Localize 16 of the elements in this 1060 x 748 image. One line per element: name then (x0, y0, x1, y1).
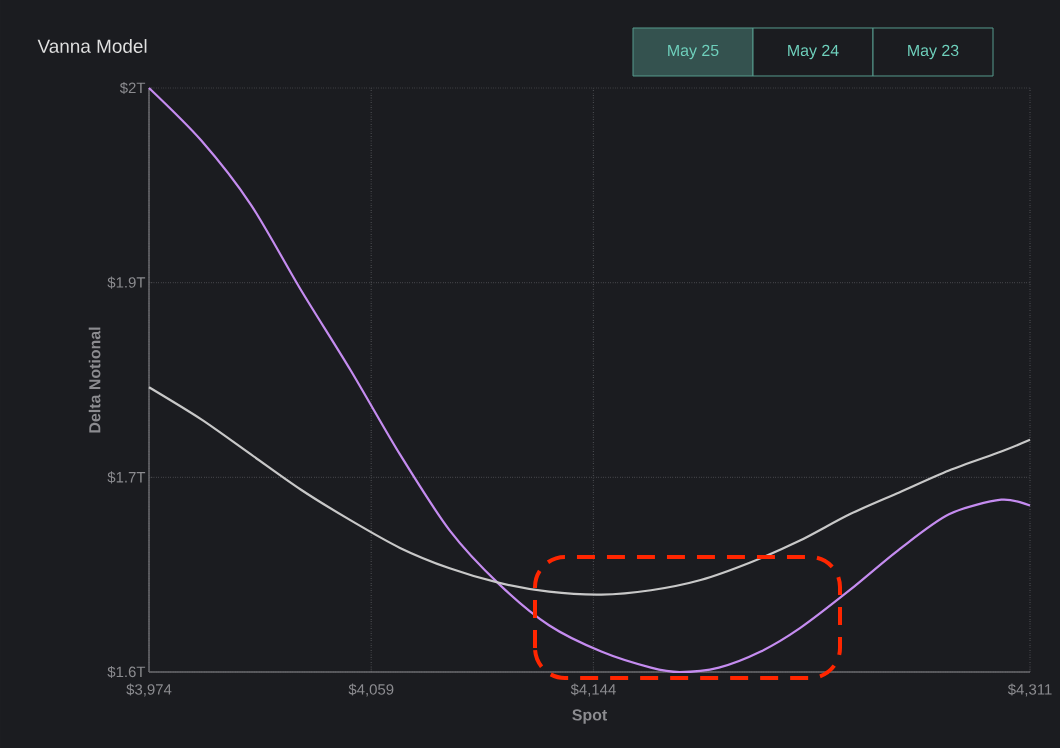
y-tick-label: $1.9T (107, 276, 146, 289)
line-series (147, 386, 1032, 596)
line-series (147, 86, 1032, 674)
y-tick-label: $1.7T (107, 471, 146, 484)
x-tick-label: $4,311 (1007, 683, 1052, 697)
x-tick-label: $3,974 (126, 683, 172, 697)
text: May 25 (668, 44, 719, 60)
chart-title: Vanna Model (37, 39, 147, 53)
text: May 24 (788, 44, 839, 60)
y-tick-label: $1.6T (107, 665, 146, 679)
y-tick-label: $2T (119, 81, 146, 95)
x-tick-label: $4,059 (348, 683, 394, 697)
text: May 23 (908, 44, 959, 60)
x-tick-label: $4,144 (570, 683, 616, 697)
y-axis-title: Delta Notional (88, 327, 101, 433)
x-axis-title: Spot (572, 709, 608, 724)
